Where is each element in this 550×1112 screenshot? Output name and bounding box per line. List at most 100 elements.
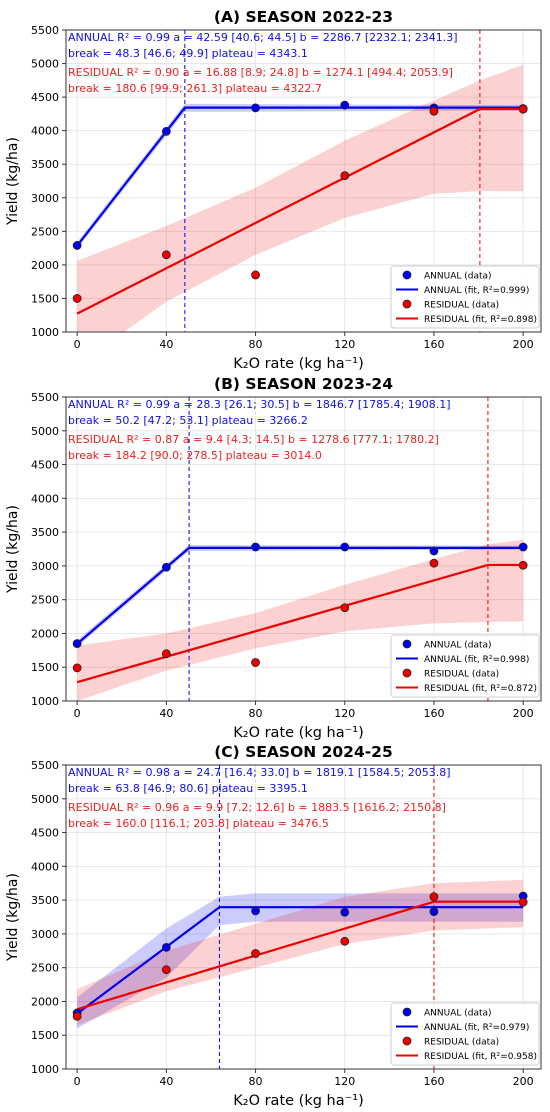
data-point-annual [251, 542, 260, 552]
x-tick-label: 160 [423, 1075, 444, 1088]
y-tick-label: 2500 [31, 225, 59, 238]
y-tick-label: 5500 [31, 391, 59, 404]
data-point-residual [340, 603, 350, 613]
x-tick-label: 40 [159, 1075, 173, 1088]
y-tick-label: 4000 [31, 492, 59, 505]
annotation-text: ANNUAL R² = 0.98 a = 24.7 [16.4; 33.0] b… [68, 766, 451, 779]
data-point-annual [251, 906, 260, 916]
x-tick-label: 160 [423, 707, 444, 720]
x-axis-label: K₂O rate (kg ha⁻¹) [233, 356, 363, 372]
plot-frame [65, 29, 542, 333]
legend-marker [402, 1007, 412, 1017]
y-tick-label: 5000 [31, 58, 59, 71]
data-point-residual [72, 1011, 82, 1021]
data-point-annual [429, 546, 439, 556]
y-tick-label: 3000 [31, 192, 59, 205]
data-point-residual [161, 965, 171, 975]
y-tick-label: 2500 [31, 962, 59, 975]
legend-marker [402, 639, 412, 649]
x-tick-label: 0 [74, 707, 81, 720]
data-point-annual [251, 103, 260, 113]
y-tick-label: 3500 [31, 894, 59, 907]
data-point-residual [251, 949, 260, 958]
y-tick-label: 2000 [31, 627, 59, 640]
x-tick-label: 40 [159, 707, 173, 720]
plot-area [76, 30, 524, 332]
data-point-residual [251, 658, 260, 667]
fit-line-residual [76, 563, 524, 684]
data-point-annual [340, 542, 350, 552]
fit-line-residual [76, 900, 524, 1011]
fit-line-residual [76, 107, 524, 315]
data-point-residual [161, 250, 171, 260]
y-tick-label: 5500 [31, 759, 59, 772]
y-tick-label: 1500 [31, 661, 59, 674]
y-tick-label: 5000 [31, 793, 59, 806]
data-point-annual [340, 100, 350, 110]
data-point-residual [518, 560, 528, 570]
fit-line-annual [76, 546, 524, 645]
data-point-residual [251, 270, 260, 280]
annotation-text: RESIDUAL R² = 0.90 a = 16.88 [8.9; 24.8]… [68, 66, 453, 79]
annotation-text: ANNUAL R² = 0.99 a = 28.3 [26.1; 30.5] b… [68, 398, 451, 411]
legend-label: RESIDUAL (fit, R²=0.872) [424, 684, 537, 694]
y-tick-label: 4500 [31, 91, 59, 104]
y-tick-label: 3500 [31, 158, 59, 171]
data-point-residual [429, 106, 439, 116]
x-tick-label: 120 [334, 338, 355, 351]
confidence-band-residual [77, 64, 524, 332]
annotation-text: break = 48.3 [46.6; 49.9] plateau = 4343… [68, 47, 308, 60]
legend-label: RESIDUAL (data) [424, 1038, 499, 1048]
data-point-residual [429, 558, 439, 568]
y-tick-label: 5000 [31, 425, 59, 438]
y-axis-label: Yield (kg/ha) [5, 505, 21, 594]
confidence-band-annual [77, 893, 524, 1029]
data-point-residual [72, 294, 82, 303]
y-tick-label: 4500 [31, 827, 59, 840]
x-tick-label: 120 [334, 1075, 355, 1088]
y-tick-label: 2000 [31, 995, 59, 1008]
y-tick-label: 4000 [31, 860, 59, 873]
data-point-annual [161, 562, 171, 572]
data-point-annual [72, 639, 82, 648]
annotation-text: RESIDUAL R² = 0.96 a = 9.9 [7.2; 12.6] b… [68, 801, 446, 814]
y-tick-label: 1500 [31, 292, 59, 305]
annotation-text: break = 160.0 [116.1; 203.8] plateau = 3… [68, 817, 329, 830]
y-tick-label: 1500 [31, 1029, 59, 1042]
legend-label: RESIDUAL (fit, R²=0.958) [424, 1052, 537, 1062]
y-tick-label: 1000 [31, 326, 59, 339]
chart-title: (A) SEASON 2022-23 [214, 8, 393, 26]
legend-marker [402, 1036, 412, 1046]
x-tick-label: 160 [423, 338, 444, 351]
data-point-annual [161, 126, 171, 136]
legend-label: ANNUAL (fit, R²=0.979) [424, 1023, 529, 1033]
legend-label: ANNUAL (data) [424, 641, 492, 651]
data-point-residual [340, 936, 350, 946]
data-point-residual [518, 897, 528, 907]
legend-marker [402, 668, 412, 678]
data-point-annual [429, 907, 439, 916]
fit-line-annual [76, 106, 524, 247]
annotation-text: RESIDUAL R² = 0.87 a = 9.4 [4.3; 14.5] b… [68, 433, 439, 446]
confidence-band-residual [77, 539, 524, 701]
chart-title: (B) SEASON 2023-24 [214, 375, 393, 393]
y-tick-label: 5500 [31, 24, 59, 37]
legend-label: RESIDUAL (data) [424, 301, 499, 311]
x-tick-label: 80 [249, 1075, 263, 1088]
data-point-residual [72, 663, 82, 673]
legend-label: RESIDUAL (fit, R²=0.898) [424, 315, 537, 325]
legend-box [390, 634, 540, 698]
plot-frame [65, 396, 542, 702]
legend: ANNUAL (data) ANNUAL (fit, R²=0.998) RESID… [390, 634, 540, 698]
legend-label: ANNUAL (fit, R²=0.999) [424, 286, 529, 296]
x-tick-label: 200 [513, 1075, 534, 1088]
fit-line-annual [76, 906, 524, 1015]
x-tick-label: 80 [249, 338, 263, 351]
data-point-annual [161, 943, 171, 952]
x-tick-label: 120 [334, 707, 355, 720]
y-tick-label: 1000 [31, 695, 59, 708]
y-tick-label: 4500 [31, 459, 59, 472]
y-tick-label: 1000 [31, 1063, 59, 1076]
y-tick-label: 2000 [31, 259, 59, 272]
x-tick-label: 200 [513, 707, 534, 720]
